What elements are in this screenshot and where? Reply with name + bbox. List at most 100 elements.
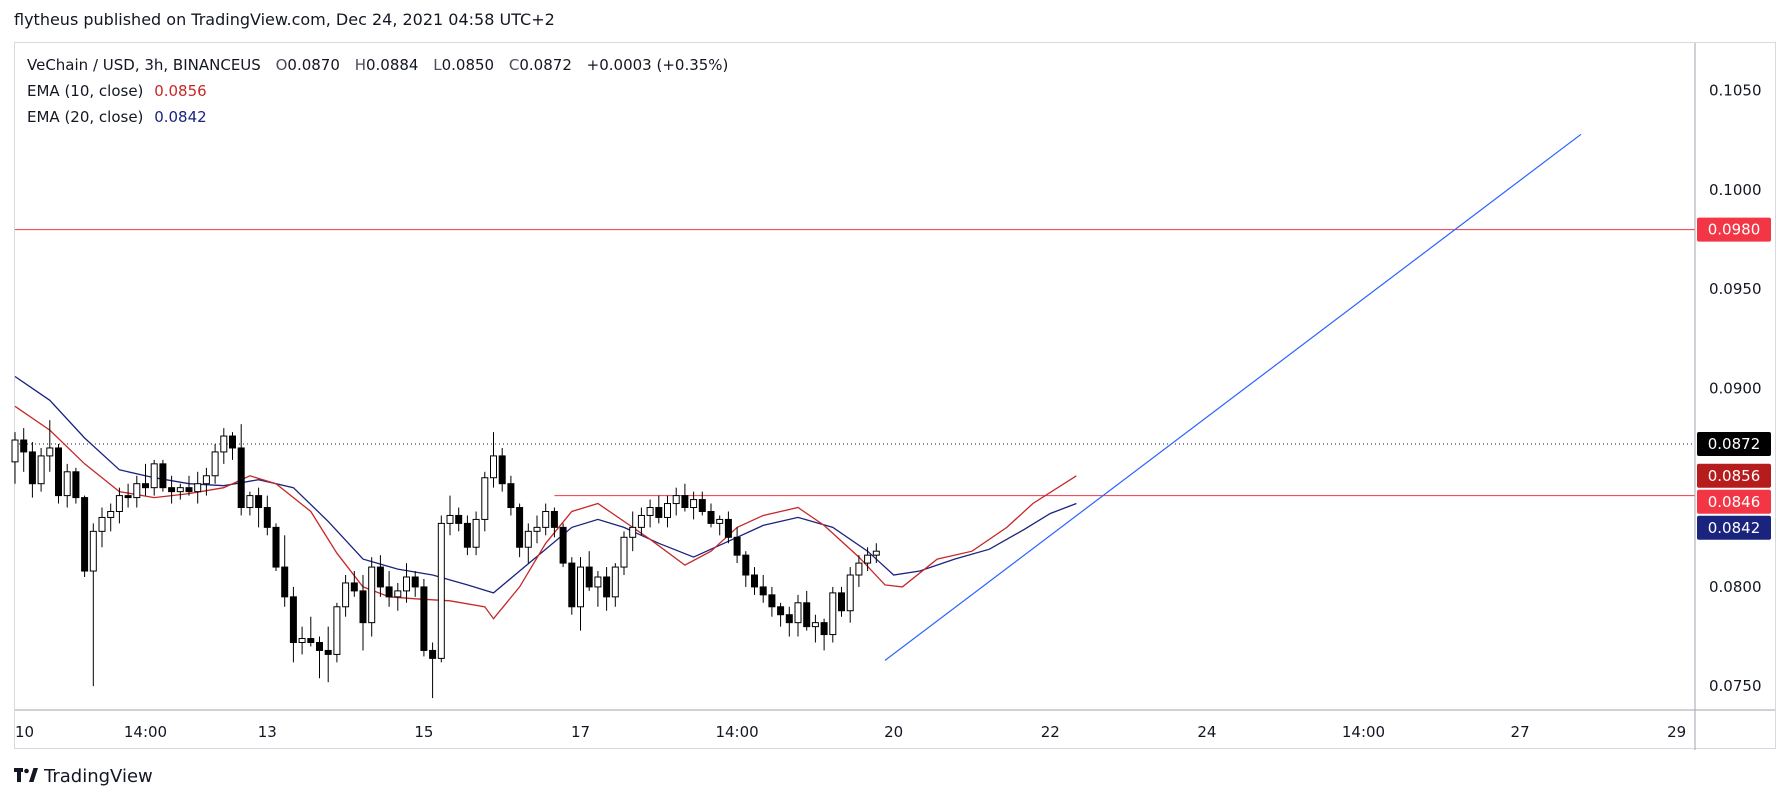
candle	[446, 495, 454, 536]
candle-body	[63, 471, 71, 497]
candle-body	[611, 566, 619, 598]
candle	[724, 511, 732, 544]
candle	[559, 523, 567, 568]
candle	[550, 507, 558, 538]
candle-body	[733, 536, 741, 556]
candle	[246, 491, 254, 516]
candle-body	[507, 483, 515, 509]
candle	[368, 557, 376, 637]
candle	[211, 443, 219, 484]
legend-open-label: O	[275, 56, 288, 74]
candle	[768, 586, 776, 617]
candle-body	[637, 514, 645, 528]
candle-body	[429, 649, 437, 659]
y-tick-label: 0.0750	[1709, 677, 1762, 695]
candle-body	[594, 576, 602, 588]
x-tick-label: 14:00	[124, 723, 167, 741]
candle	[272, 523, 280, 572]
legend-ohlc-row: VeChain / USD, 3h, BINANCEUS O0.0870 H0.…	[27, 52, 728, 78]
candle	[289, 586, 297, 663]
candle-body	[81, 497, 89, 572]
candle-body	[142, 483, 149, 489]
candle-body	[89, 530, 97, 572]
candle	[429, 642, 437, 699]
candle-body	[472, 518, 480, 548]
candle	[176, 483, 184, 500]
y-tick-label: 0.1050	[1709, 82, 1762, 100]
candle	[655, 495, 663, 524]
legend-high-value: 0.0884	[365, 56, 419, 74]
candle	[55, 443, 62, 504]
candle-body	[724, 518, 732, 538]
candle	[463, 515, 471, 556]
candle-body	[281, 566, 289, 598]
candle-body	[742, 554, 750, 576]
price-tag-label: 0.0872	[1708, 435, 1761, 453]
candle-body	[176, 487, 184, 493]
legend-ema10-row[interactable]: EMA (10, close) 0.0856	[27, 78, 728, 104]
candle-body	[577, 566, 584, 608]
candle-body	[803, 602, 811, 628]
candle-body	[681, 495, 689, 509]
candle-body	[37, 455, 45, 485]
candle	[690, 491, 698, 520]
candle-body	[55, 447, 62, 497]
candle-body	[385, 586, 393, 598]
candle	[785, 606, 793, 637]
candle-body	[498, 455, 506, 485]
price-tag: 0.0980	[1697, 217, 1771, 242]
candle-body	[46, 447, 54, 457]
x-tick-label: 15	[414, 723, 433, 741]
candle	[646, 499, 654, 528]
candle-body	[333, 606, 341, 655]
candle-body	[185, 487, 193, 493]
price-tag-label: 0.0846	[1708, 493, 1761, 511]
tradingview-brand[interactable]: TradingView	[14, 766, 153, 787]
tradingview-brand-name: TradingView	[44, 766, 153, 787]
candle	[403, 563, 410, 603]
price-tag-bg	[1697, 217, 1771, 242]
candle-body	[272, 526, 280, 568]
candle	[124, 483, 132, 508]
x-tick-label: 14:00	[1342, 723, 1385, 741]
candle-body	[289, 596, 297, 644]
legend-open-value: 0.0870	[287, 56, 340, 74]
candle-body	[829, 592, 837, 636]
candle	[855, 555, 863, 587]
legend-ema20-row[interactable]: EMA (20, close) 0.0842	[27, 104, 728, 130]
ema-lines-layer	[14, 375, 1077, 620]
candle	[533, 515, 541, 544]
candle-body	[846, 574, 854, 612]
candle-body	[298, 638, 306, 644]
candle-body	[159, 463, 167, 489]
candle	[333, 602, 341, 663]
candle	[794, 594, 802, 637]
candle-body	[672, 495, 680, 505]
candle-body	[263, 507, 271, 528]
tradingview-logo-icon	[14, 766, 38, 787]
candle	[11, 432, 19, 484]
trend-line-layer	[884, 133, 1582, 661]
candle	[420, 578, 428, 657]
ema20-line	[14, 375, 1077, 594]
candle-body	[838, 592, 845, 612]
legend-low-value: 0.0850	[441, 56, 495, 74]
candle	[411, 571, 419, 597]
price-tag-label: 0.0980	[1708, 221, 1761, 239]
candle	[455, 507, 463, 532]
candle-body	[707, 510, 715, 524]
candle	[611, 563, 619, 607]
candle-body	[603, 576, 611, 598]
candle-body	[11, 439, 19, 463]
candle-body	[655, 507, 663, 518]
candle	[342, 575, 350, 617]
candle	[107, 503, 115, 532]
candle	[637, 507, 645, 536]
legend-close-label: C	[508, 56, 520, 74]
candle-body	[785, 614, 793, 624]
y-tick-label: 0.0900	[1709, 379, 1762, 397]
candle	[63, 463, 71, 508]
candle	[498, 447, 506, 492]
candle-body	[716, 518, 724, 524]
